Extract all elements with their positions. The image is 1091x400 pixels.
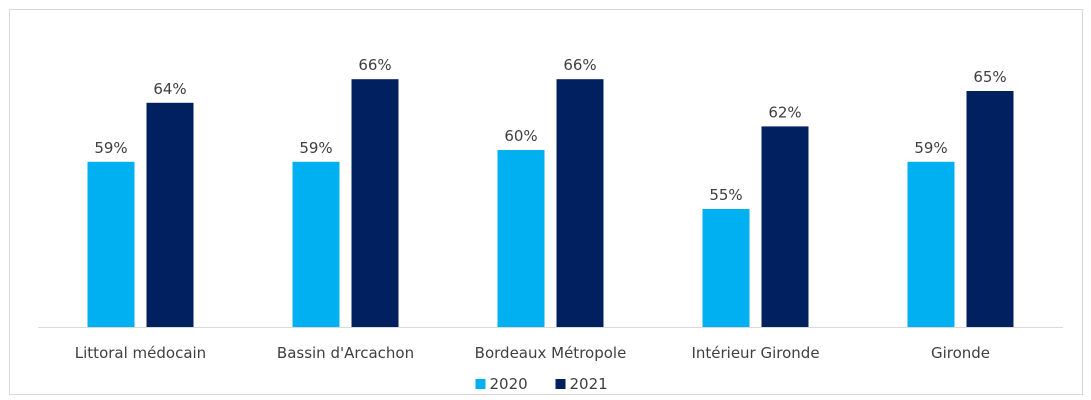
category-label-2: Bassin d'Arcachon [277, 344, 414, 362]
data-label-2021-2: 66% [358, 56, 391, 74]
data-label-2020-3: 60% [504, 127, 537, 145]
bar-2021-2 [351, 79, 399, 327]
legend-swatch-2020 [475, 379, 486, 389]
data-label-2020-4: 55% [709, 186, 742, 204]
bar-2020-5 [907, 161, 955, 327]
legend-label-2021: 2021 [570, 375, 608, 393]
data-label-2021-4: 62% [768, 103, 801, 121]
bar-2021-4 [761, 126, 809, 328]
bar-2021-1 [146, 102, 194, 327]
data-label-2020-1: 59% [94, 139, 127, 157]
data-label-2021-3: 66% [563, 56, 596, 74]
category-labels-group: Littoral médocain Bassin d'Arcachon Bordea… [75, 344, 990, 362]
bar-2020-1 [87, 161, 135, 327]
bar-2021-5 [966, 91, 1014, 327]
bars-group [87, 79, 1014, 328]
data-label-2021-1: 64% [153, 80, 186, 98]
category-label-5: Gironde [931, 344, 990, 362]
bar-2021-3 [556, 79, 604, 327]
legend-label-2020: 2020 [490, 375, 528, 393]
data-label-2021-5: 65% [973, 68, 1006, 86]
category-label-3: Bordeaux Métropole [475, 344, 627, 362]
legend: 2020 2021 [475, 375, 608, 393]
data-label-2020-2: 59% [299, 139, 332, 157]
bar-2020-3 [497, 150, 545, 327]
bar-2020-4 [702, 209, 750, 327]
legend-swatch-2021 [555, 379, 566, 389]
category-label-1: Littoral médocain [75, 344, 206, 362]
data-label-2020-5: 59% [914, 139, 947, 157]
category-label-4: Intérieur Gironde [691, 344, 819, 362]
bar-2020-2 [292, 161, 340, 327]
data-labels-group: 59% 64% 59% 66% 60% 66% 55% 62% 59% 65% [94, 56, 1006, 204]
